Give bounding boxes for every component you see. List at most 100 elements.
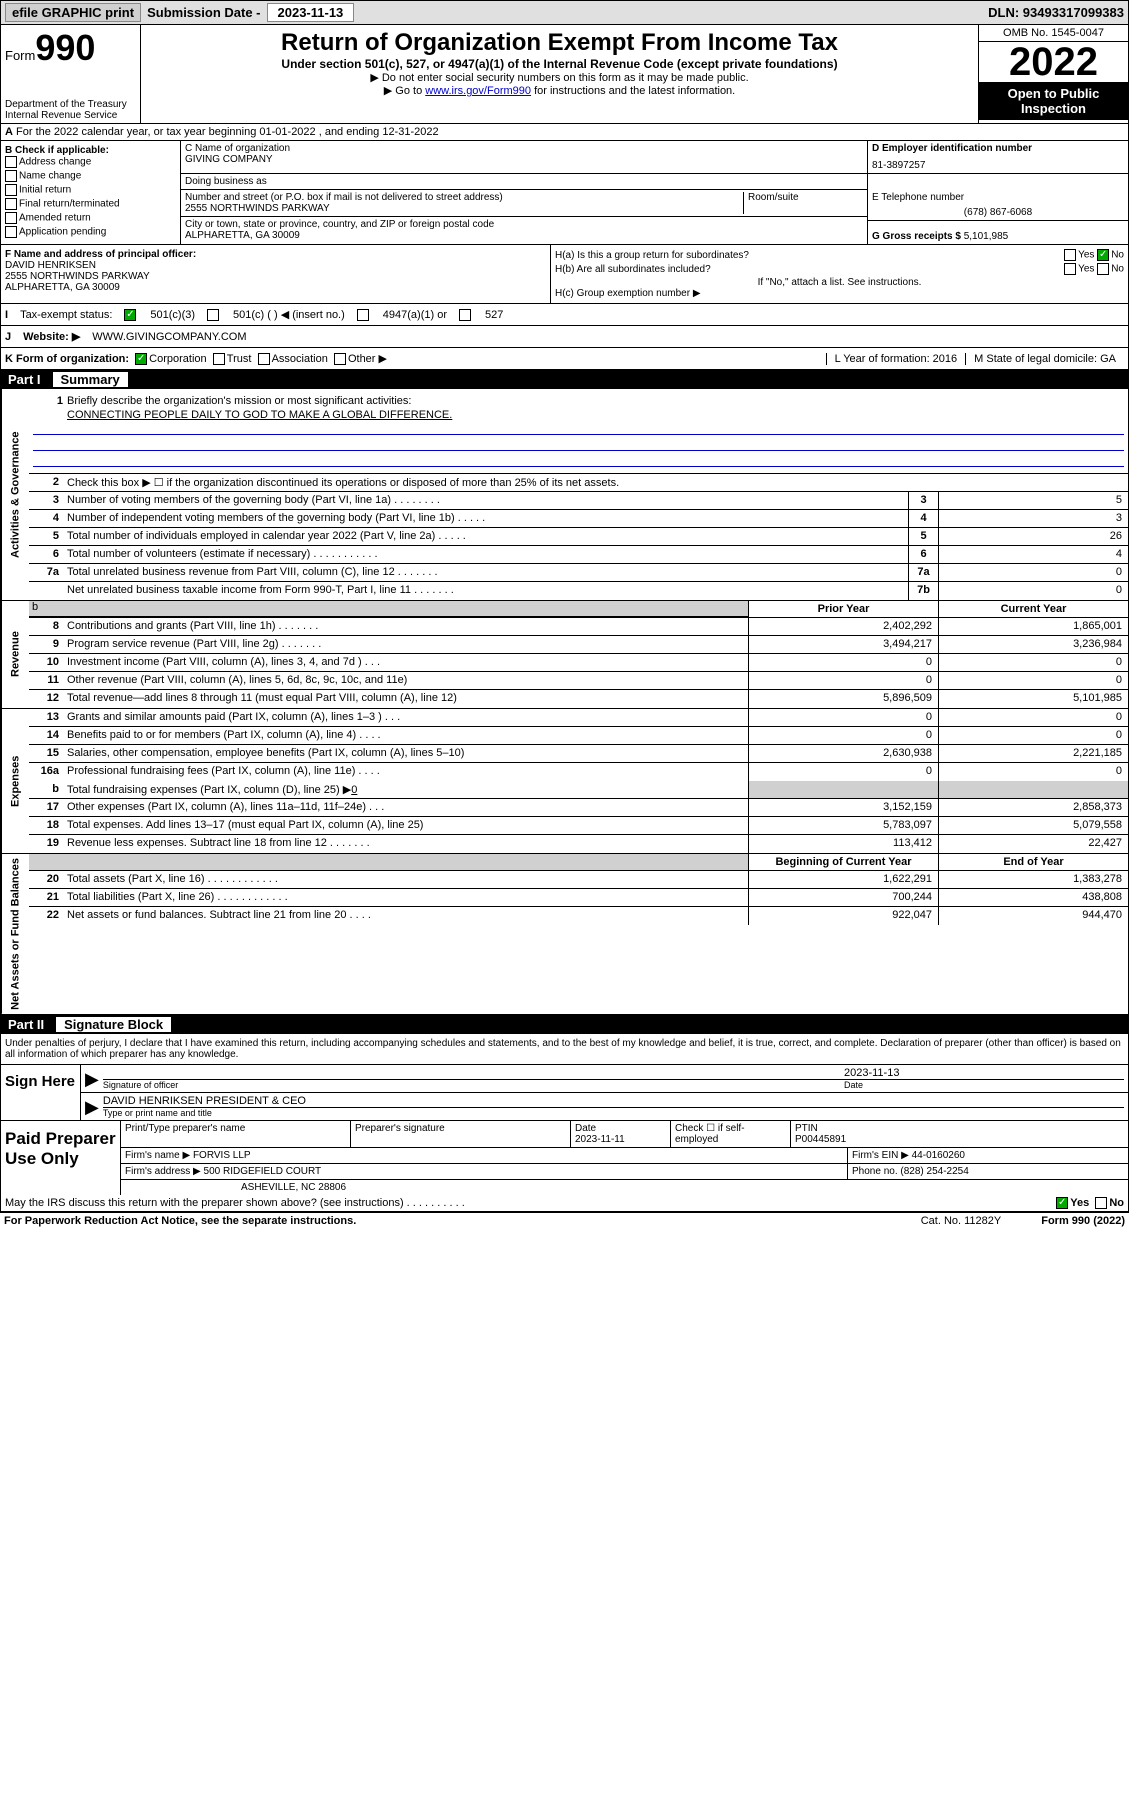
col-b-checkboxes: B Check if applicable: Address change Na… [1,141,181,244]
row-a-tax-year: A For the 2022 calendar year, or tax yea… [0,124,1129,141]
governance-section: Activities & Governance 1Briefly describ… [0,389,1129,601]
tax-year: 2022 [979,42,1128,82]
ha-yes[interactable] [1064,249,1076,261]
hb-yes[interactable] [1064,263,1076,275]
table-row: 10 Investment income (Part VIII, column … [29,654,1128,672]
page-footer: For Paperwork Reduction Act Notice, see … [0,1213,1129,1229]
arrow-icon: ▶ [85,1069,99,1090]
discuss-no[interactable] [1095,1197,1107,1209]
efile-top-bar: efile GRAPHIC print Submission Date - 20… [0,0,1129,25]
table-row: 21 Total liabilities (Part X, line 26) .… [29,889,1128,907]
row-j-website: JWebsite: ▶ WWW.GIVINGCOMPANY.COM [0,326,1129,348]
open-inspection: Open to Public Inspection [979,82,1128,120]
cb-application-pending[interactable]: Application pending [5,226,176,238]
cb-corp[interactable]: ✓ [135,353,147,365]
efile-print-button[interactable]: efile GRAPHIC print [5,3,141,22]
prep-name-header: Print/Type preparer's name [121,1121,351,1147]
form-footer: Form 990 (2022) [1041,1215,1125,1227]
street-label: Number and street (or P.O. box if mail i… [185,192,743,203]
officer-name-label: Type or print name and title [103,1107,1124,1118]
hc-label: H(c) Group exemption number ▶ [555,288,1124,299]
cb-4947[interactable] [357,309,369,321]
revenue-section: Revenue b Prior Year Current Year 8 Cont… [0,601,1129,709]
expenses-section: Expenses 13 Grants and similar amounts p… [0,709,1129,854]
row-i-tax-status: ITax-exempt status: ✓501(c)(3) 501(c) ( … [0,304,1129,326]
table-row: 12 Total revenue—add lines 8 through 11 … [29,690,1128,708]
cb-501c[interactable] [207,309,219,321]
form-note-2: ▶ Go to www.irs.gov/Form990 for instruct… [145,84,974,97]
prep-self-employed: Check ☐ if self-employed [671,1121,791,1147]
cb-other[interactable] [334,353,346,365]
col-end-year: End of Year [938,854,1128,870]
table-row: 9 Program service revenue (Part VIII, li… [29,636,1128,654]
table-row: 13 Grants and similar amounts paid (Part… [29,709,1128,727]
cb-501c3[interactable]: ✓ [124,309,136,321]
firm-phone: (828) 254-2254 [900,1166,968,1177]
cb-initial-return[interactable]: Initial return [5,184,176,196]
paperwork-notice: For Paperwork Reduction Act Notice, see … [4,1215,356,1227]
table-row: 3 Number of voting members of the govern… [29,492,1128,510]
sign-date: 2023-11-13 [844,1067,1124,1079]
prep-sig-header: Preparer's signature [351,1121,571,1147]
cb-trust[interactable] [213,353,225,365]
tel-value: (678) 867-6068 [872,207,1124,218]
cb-name-change[interactable]: Name change [5,170,176,182]
table-row: 15 Salaries, other compensation, employe… [29,745,1128,763]
ein-value: 81-3897257 [872,160,1124,171]
gross-label: G Gross receipts $ [872,231,964,242]
table-row: 4 Number of independent voting members o… [29,510,1128,528]
dept-label: Department of the Treasury Internal Reve… [5,99,136,121]
sign-here-label: Sign Here [1,1065,81,1120]
table-row: 16a Professional fundraising fees (Part … [29,763,1128,781]
city-label: City or town, state or province, country… [185,219,494,230]
side-expenses: Expenses [1,709,29,853]
table-row: 14 Benefits paid to or for members (Part… [29,727,1128,745]
part-1-header: Part I Summary [0,370,1129,389]
net-assets-section: Net Assets or Fund Balances Beginning of… [0,854,1129,1015]
part-2-header: Part II Signature Block [0,1015,1129,1034]
cb-assoc[interactable] [258,353,270,365]
paid-preparer-label: Paid Preparer Use Only [1,1121,121,1195]
hb-no[interactable] [1097,263,1109,275]
org-name: GIVING COMPANY [185,154,863,165]
officer-addr1: 2555 NORTHWINDS PARKWAY [5,271,150,282]
firm-addr: 500 RIDGEFIELD COURT [204,1166,322,1177]
officer-printed-name: DAVID HENRIKSEN PRESIDENT & CEO [103,1095,1124,1107]
cb-amended-return[interactable]: Amended return [5,212,176,224]
ha-no[interactable]: ✓ [1097,249,1109,261]
discuss-question: May the IRS discuss this return with the… [5,1197,465,1209]
form-title: Return of Organization Exempt From Incom… [145,29,974,57]
submission-label: Submission Date - [147,5,260,20]
side-net-assets: Net Assets or Fund Balances [1,854,29,1014]
arrow-icon: ▶ [85,1097,99,1118]
org-name-label: C Name of organization [185,143,863,154]
street-value: 2555 NORTHWINDS PARKWAY [185,203,743,214]
table-row: 11 Other revenue (Part VIII, column (A),… [29,672,1128,690]
website-value: WWW.GIVINGCOMPANY.COM [92,331,246,343]
firm-ein: 44-0160260 [912,1150,965,1161]
cb-527[interactable] [459,309,471,321]
signature-block: Under penalties of perjury, I declare th… [0,1034,1129,1213]
suite-label: Room/suite [748,192,863,203]
table-row: Net unrelated business taxable income fr… [29,582,1128,600]
side-revenue: Revenue [1,601,29,708]
dln-number: DLN: 93493317099383 [988,5,1124,20]
prep-date: 2023-11-11 [575,1134,625,1145]
ein-label: D Employer identification number [872,143,1032,154]
table-row: 5 Total number of individuals employed i… [29,528,1128,546]
side-governance: Activities & Governance [1,389,29,600]
irs-link[interactable]: www.irs.gov/Form990 [425,85,531,97]
officer-label: F Name and address of principal officer: [5,249,196,260]
discuss-yes[interactable]: ✓ [1056,1197,1068,1209]
penalty-statement: Under penalties of perjury, I declare th… [1,1034,1128,1064]
cb-address-change[interactable]: Address change [5,156,176,168]
submission-date: 2023-11-13 [267,3,355,22]
line-2: Check this box ▶ ☐ if the organization d… [63,474,1128,491]
officer-sig-label: Signature of officer [103,1079,844,1090]
dba-label: Doing business as [185,176,863,187]
table-row: 7a Total unrelated business revenue from… [29,564,1128,582]
form-header: Form990 Department of the Treasury Inter… [0,25,1129,124]
cb-final-return[interactable]: Final return/terminated [5,198,176,210]
state-domicile: M State of legal domicile: GA [965,353,1124,365]
form-number: Form990 [5,27,136,69]
